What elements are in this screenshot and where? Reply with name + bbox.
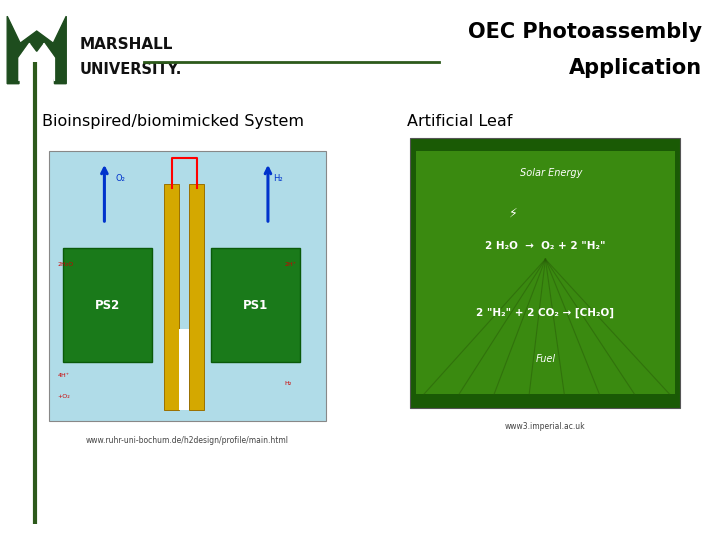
Text: 2 "H₂" + 2 CO₂ → [CH₂O]: 2 "H₂" + 2 CO₂ → [CH₂O] <box>477 308 614 319</box>
Text: OEC Photoassembly: OEC Photoassembly <box>468 22 702 43</box>
Bar <box>49 151 326 421</box>
Text: H₂: H₂ <box>284 381 292 386</box>
Text: Fuel: Fuel <box>536 354 555 364</box>
Text: MARSHALL: MARSHALL <box>79 37 173 52</box>
Text: Artificial Leaf: Artificial Leaf <box>407 114 512 129</box>
Bar <box>164 184 179 410</box>
Text: PS2: PS2 <box>94 299 120 312</box>
Text: Bioinspired/biomimicked System: Bioinspired/biomimicked System <box>42 114 304 129</box>
Bar <box>211 248 300 362</box>
Polygon shape <box>7 16 66 84</box>
Text: 4H⁺: 4H⁺ <box>58 373 69 378</box>
Polygon shape <box>44 43 55 81</box>
Text: ⚡: ⚡ <box>508 207 518 220</box>
Text: +O₂: +O₂ <box>58 394 70 400</box>
Text: PS1: PS1 <box>243 299 268 312</box>
Text: H₂: H₂ <box>274 174 283 183</box>
Text: 2H₂O: 2H₂O <box>58 262 73 267</box>
Text: 2H⁺: 2H⁺ <box>284 262 297 267</box>
Text: O₂: O₂ <box>115 174 125 183</box>
Text: www.ruhr-uni-bochum.de/h2design/profile/main.html: www.ruhr-uni-bochum.de/h2design/profile/… <box>86 436 289 444</box>
Bar <box>189 184 204 410</box>
Bar <box>63 248 151 362</box>
Bar <box>179 329 189 410</box>
Text: www3.imperial.ac.uk: www3.imperial.ac.uk <box>505 422 585 431</box>
Text: UNIVERSITY.: UNIVERSITY. <box>79 62 181 77</box>
Bar <box>416 151 675 394</box>
Polygon shape <box>19 43 30 81</box>
Text: Solar Energy: Solar Energy <box>520 168 582 178</box>
Bar <box>410 138 680 408</box>
Text: Application: Application <box>569 57 702 78</box>
Text: 2 H₂O  →  O₂ + 2 "H₂": 2 H₂O → O₂ + 2 "H₂" <box>485 241 606 251</box>
